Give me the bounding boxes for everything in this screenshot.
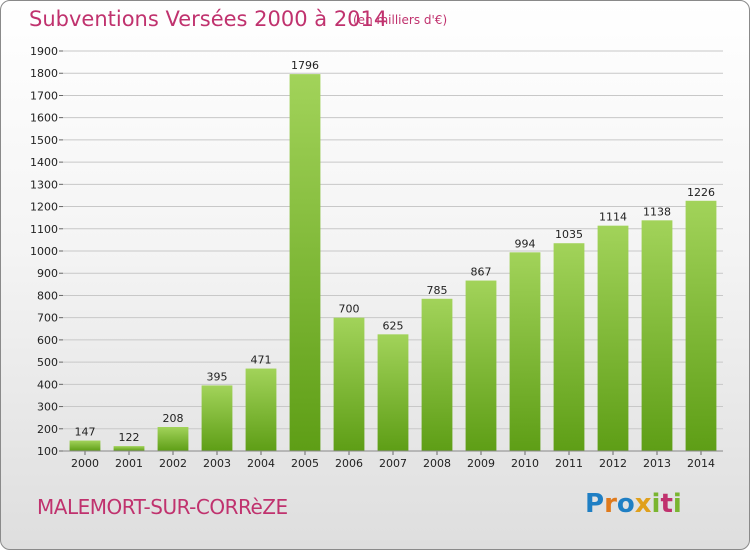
- bar: [201, 385, 233, 451]
- data-label: 994: [515, 237, 536, 250]
- y-tick-label: 1000: [30, 245, 58, 258]
- y-tick-label: 1200: [30, 201, 58, 214]
- logo-letter: x: [634, 489, 652, 519]
- y-tick-label: 600: [37, 334, 58, 347]
- data-label: 867: [471, 266, 492, 279]
- bar: [377, 334, 409, 451]
- x-tick-label: 2004: [247, 457, 275, 470]
- bar: [685, 200, 717, 451]
- bar: [465, 280, 497, 451]
- logo-letter: i: [672, 489, 682, 519]
- x-tick-label: 2000: [71, 457, 99, 470]
- y-tick-label: 900: [37, 267, 58, 280]
- proxiti-logo: Proxiti: [585, 489, 682, 519]
- data-labels: 147 122 208 395 471 1796 700 625 785 867 994 1035 11…: [75, 59, 716, 444]
- data-label: 700: [339, 303, 360, 316]
- x-tick-label: 2001: [115, 457, 143, 470]
- x-tick-label: 2012: [599, 457, 627, 470]
- x-tick-label: 2006: [335, 457, 363, 470]
- data-label: 147: [75, 426, 96, 439]
- y-tick-label: 1400: [30, 156, 58, 169]
- data-label: 1226: [687, 186, 715, 199]
- x-axis-ticks: 2000 2001 2002 2003 2004 2005 2006 2007 2008 2009…: [71, 451, 715, 470]
- data-label: 471: [251, 354, 272, 367]
- bar: [157, 427, 189, 451]
- bar: [421, 298, 453, 451]
- data-label: 1796: [291, 59, 319, 72]
- logo-letter: P: [585, 489, 605, 519]
- data-label: 1138: [643, 205, 671, 218]
- logo-letter: t: [660, 489, 673, 519]
- city-name: MALEMORT-SUR-CORRèZE: [37, 495, 288, 519]
- data-label: 395: [207, 370, 228, 383]
- y-tick-label: 1600: [30, 112, 58, 125]
- x-tick-label: 2011: [555, 457, 583, 470]
- y-tick-label: 400: [37, 378, 58, 391]
- y-tick-label: 100: [37, 445, 58, 458]
- x-tick-label: 2009: [467, 457, 495, 470]
- bar: [553, 243, 585, 451]
- y-tick-label: 1300: [30, 178, 58, 191]
- bar: [641, 220, 673, 451]
- chart-title: Subventions Versées 2000 à 2014: [29, 7, 388, 31]
- x-tick-label: 2007: [379, 457, 407, 470]
- data-label: 1035: [555, 228, 583, 241]
- data-label: 122: [119, 431, 140, 444]
- y-tick-label: 200: [37, 423, 58, 436]
- y-tick-label: 700: [37, 312, 58, 325]
- y-tick-label: 300: [37, 401, 58, 414]
- logo-letter: o: [616, 489, 635, 519]
- logo-letter: r: [604, 489, 617, 519]
- bars: [69, 74, 717, 451]
- bar: [289, 74, 321, 451]
- y-tick-label: 1700: [30, 89, 58, 102]
- data-label: 1114: [599, 211, 627, 224]
- y-tick-label: 500: [37, 356, 58, 369]
- y-tick-label: 1100: [30, 223, 58, 236]
- y-tick-label: 1900: [30, 45, 58, 58]
- x-tick-label: 2008: [423, 457, 451, 470]
- x-tick-label: 2003: [203, 457, 231, 470]
- x-tick-label: 2010: [511, 457, 539, 470]
- bar: [509, 252, 541, 451]
- x-tick-label: 2002: [159, 457, 187, 470]
- data-label: 625: [383, 319, 404, 332]
- bar: [245, 368, 277, 451]
- bar: [69, 440, 101, 451]
- x-tick-label: 2005: [291, 457, 319, 470]
- data-label: 785: [427, 284, 448, 297]
- bar-chart: 100 200 300 400 500 600 700 800 900 1000 1100 1200 1…: [30, 45, 723, 470]
- y-tick-label: 1500: [30, 134, 58, 147]
- bar: [597, 225, 629, 451]
- bar: [113, 446, 145, 451]
- logo-letter: i: [651, 489, 661, 519]
- x-tick-label: 2014: [687, 457, 715, 470]
- chart-subtitle: (en milliers d'€): [353, 13, 448, 27]
- y-axis-ticks: 100 200 300 400 500 600 700 800 900 1000 1100 1200 1…: [30, 45, 63, 458]
- data-label: 208: [163, 412, 184, 425]
- x-tick-label: 2013: [643, 457, 671, 470]
- y-tick-label: 800: [37, 289, 58, 302]
- y-tick-label: 1800: [30, 67, 58, 80]
- bar: [333, 317, 365, 451]
